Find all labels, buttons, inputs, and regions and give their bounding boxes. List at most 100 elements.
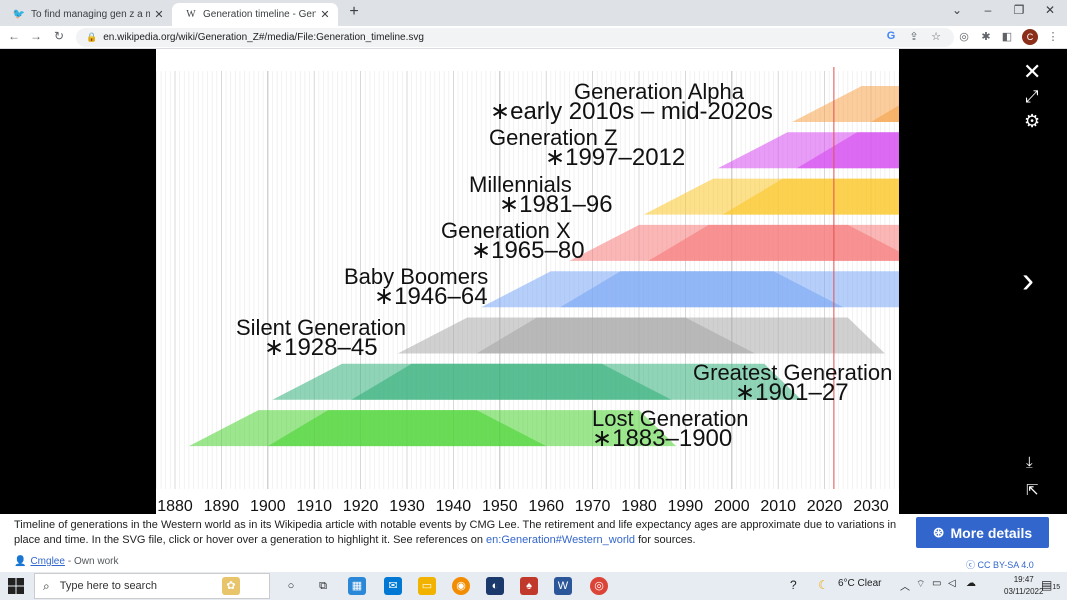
media-caption: Timeline of generations in the Western w…	[0, 514, 1067, 572]
mail-icon[interactable]: ✉	[384, 577, 402, 595]
timeline-image: Generation Alpha ∗early 2010s – mid-2020s…	[156, 49, 899, 514]
solitaire-icon[interactable]: ♠	[520, 577, 538, 595]
clock-time: 19:47	[1013, 575, 1034, 584]
menu-kebab-icon[interactable]: ⋮	[1047, 31, 1059, 43]
help-icon[interactable]: ?	[790, 578, 797, 592]
share-icon[interactable]: ⇪	[909, 31, 919, 43]
download-icon[interactable]: ⤓	[1026, 454, 1033, 471]
restore-icon[interactable]: ❐	[1013, 3, 1025, 17]
share-external-icon[interactable]: ⇱	[1026, 482, 1039, 499]
notification-center-icon[interactable]: ▤15	[1041, 578, 1061, 592]
word-icon[interactable]: W	[554, 577, 572, 595]
windows-start-icon[interactable]	[8, 578, 24, 594]
description-text-end: for sources.	[635, 534, 696, 546]
author-link[interactable]: Cmglee	[30, 556, 65, 567]
file-explorer-icon[interactable]: ▭	[418, 577, 436, 595]
settings-gear-icon[interactable]: ⚙	[1024, 111, 1041, 131]
search-icon: ⌕	[43, 578, 50, 593]
generation-range-label: ∗1928–45	[264, 334, 378, 361]
power-icon[interactable]: ▭	[932, 578, 942, 589]
user-icon: 👤	[14, 556, 27, 567]
store-icon[interactable]: ▦	[348, 577, 366, 595]
generation-band-core	[267, 410, 547, 447]
generation-range-label: ∗1965–80	[471, 237, 585, 264]
close-window-icon[interactable]: ✕	[1044, 3, 1056, 17]
google-icon[interactable]: G	[886, 30, 896, 42]
weather-text[interactable]: 6°C Clear	[838, 578, 882, 589]
x-tick-label: 1970	[575, 498, 611, 514]
task-view-icon[interactable]: ⧉	[319, 580, 327, 592]
more-details-button[interactable]: ⊛ More details	[916, 517, 1049, 548]
image-description: Timeline of generations in the Western w…	[14, 518, 904, 548]
x-tick-label: 1980	[621, 498, 657, 514]
browser-toolbar: ← → ↻ 🔒 en.wikipedia.org/wiki/Generation…	[0, 26, 1067, 49]
forward-icon[interactable]: →	[30, 29, 42, 43]
cc-license-icon: ⓒ	[966, 560, 976, 570]
chart-header-strip	[156, 49, 899, 71]
minimize-icon[interactable]: –	[984, 3, 992, 17]
clock-date: 03/11/2022	[1004, 587, 1044, 596]
x-tick-label: 1920	[343, 498, 379, 514]
generation-band	[792, 86, 899, 122]
next-image-chevron-icon[interactable]: ›	[1022, 259, 1034, 300]
x-tick-label: 1930	[389, 498, 425, 514]
notification-count: 15	[1052, 584, 1061, 591]
steam-icon[interactable]: ◐	[486, 577, 504, 595]
chrome-icon[interactable]: ◎	[590, 577, 608, 595]
author-suffix: - Own work	[67, 556, 119, 567]
license-link[interactable]: ⓒ CC BY-SA 4.0	[966, 558, 1034, 571]
firefox-icon[interactable]: ◉	[452, 577, 470, 595]
address-bar[interactable]: 🔒 en.wikipedia.org/wiki/Generation_Z#/me…	[76, 28, 954, 47]
author-line: 👤 Cmglee - Own work	[14, 556, 118, 567]
generation-band-core	[722, 178, 899, 215]
generation-range-label: ∗1946–64	[374, 283, 488, 310]
generation-band-core	[560, 271, 844, 308]
generation-name-label: Generation Alpha	[574, 79, 745, 104]
extension-github-icon[interactable]: ◎	[959, 31, 969, 43]
generation-name-label: Greatest Generation	[693, 360, 892, 385]
onedrive-icon[interactable]: ☁	[966, 578, 976, 589]
generation-range-label: ∗1901–27	[735, 379, 849, 406]
x-tick-label: 2010	[760, 498, 796, 514]
generation-band-core	[351, 363, 672, 400]
x-axis-background	[156, 489, 899, 514]
tab-close-icon[interactable]: ✕	[320, 9, 330, 21]
tab-inactive[interactable]: 🐦 To find managing gen z a massive ✕	[0, 3, 172, 26]
cortana-icon[interactable]: ○	[287, 580, 295, 592]
extensions-puzzle-icon[interactable]: ✱	[981, 31, 991, 43]
tab-close-icon[interactable]: ✕	[154, 9, 164, 21]
tab-title: Generation timeline - Generation	[203, 9, 316, 20]
x-tick-label: 2030	[853, 498, 889, 514]
tab-active[interactable]: W Generation timeline - Generation ✕	[172, 3, 338, 26]
wikipedia-favicon-icon: W	[186, 9, 196, 20]
url-text: en.wikipedia.org/wiki/Generation_Z#/medi…	[103, 32, 424, 43]
clock[interactable]: 19:47 03/11/2022	[1004, 574, 1043, 598]
side-panel-icon[interactable]: ◧	[1001, 31, 1013, 43]
bookmark-star-icon[interactable]: ☆	[931, 31, 941, 43]
volume-icon[interactable]: ◁	[948, 578, 956, 589]
tab-search-chevron-icon[interactable]: ⌄	[951, 3, 963, 17]
new-tab-icon[interactable]: +	[349, 3, 359, 20]
close-viewer-icon[interactable]: ✕	[1023, 59, 1042, 84]
generation-name-label: Generation Z	[489, 125, 617, 150]
generation-band-core	[796, 132, 899, 169]
generation-range-label: ∗early 2010s – mid-2020s	[490, 98, 773, 125]
x-tick-label: 1910	[296, 498, 332, 514]
x-tick-label: 2020	[807, 498, 843, 514]
x-tick-label: 1900	[250, 498, 286, 514]
wikimedia-commons-icon: ⊛	[932, 524, 945, 540]
network-icon[interactable]: ⌔	[916, 579, 926, 590]
back-icon[interactable]: ←	[8, 29, 20, 43]
x-tick-label: 1950	[482, 498, 518, 514]
more-details-label: More details	[950, 524, 1033, 541]
generation-timeline-chart: Generation Alpha∗early 2010s – mid-2020s…	[156, 49, 899, 514]
description-link[interactable]: en:Generation#Western_world	[486, 534, 636, 546]
tray-overflow-icon[interactable]: ︿	[900, 582, 910, 593]
fullscreen-icon[interactable]: ⤢	[1025, 87, 1039, 106]
profile-avatar[interactable]: C	[1022, 29, 1038, 45]
x-tick-label: 1960	[528, 498, 564, 514]
generation-range-label: ∗1981–96	[499, 191, 613, 218]
reload-icon[interactable]: ↻	[53, 29, 65, 43]
tab-title: To find managing gen z a massive	[31, 9, 150, 20]
generation-band-core	[476, 317, 755, 354]
